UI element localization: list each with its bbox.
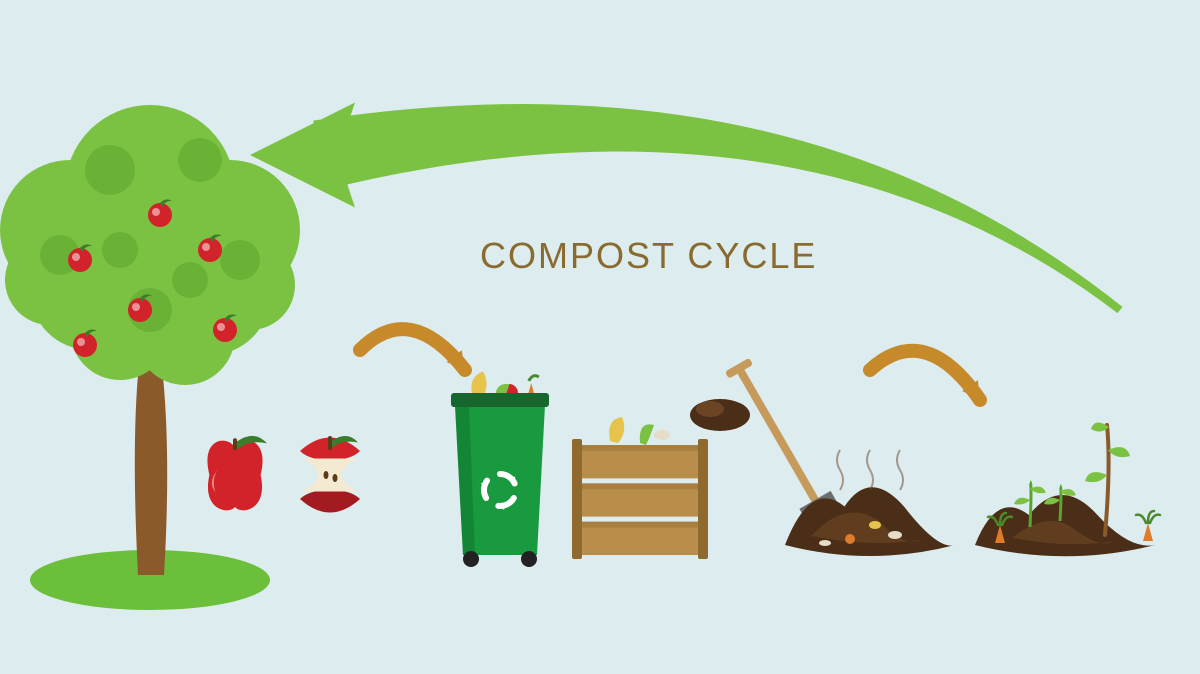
tree-apple-4 [213, 318, 237, 342]
tree-apple-1 [198, 238, 222, 262]
tree-apple-3 [73, 333, 97, 357]
diagram-title: COMPOST CYCLE [480, 235, 817, 277]
diagram-svg [0, 0, 1200, 674]
tree-apple-5 [148, 203, 172, 227]
tree-canopy [0, 105, 300, 385]
whole-apple-icon [207, 441, 262, 511]
tree-apple-0 [68, 248, 92, 272]
crate-scraps [609, 417, 670, 445]
flow-arrow-2 [870, 351, 980, 400]
tree-apple-2 [128, 298, 152, 322]
growing-pile-icon [975, 422, 1160, 556]
cycle-arrow-body [313, 104, 1122, 313]
flow-arrow-1 [360, 329, 465, 370]
compost-cycle-infographic: COMPOST CYCLE [0, 0, 1200, 674]
